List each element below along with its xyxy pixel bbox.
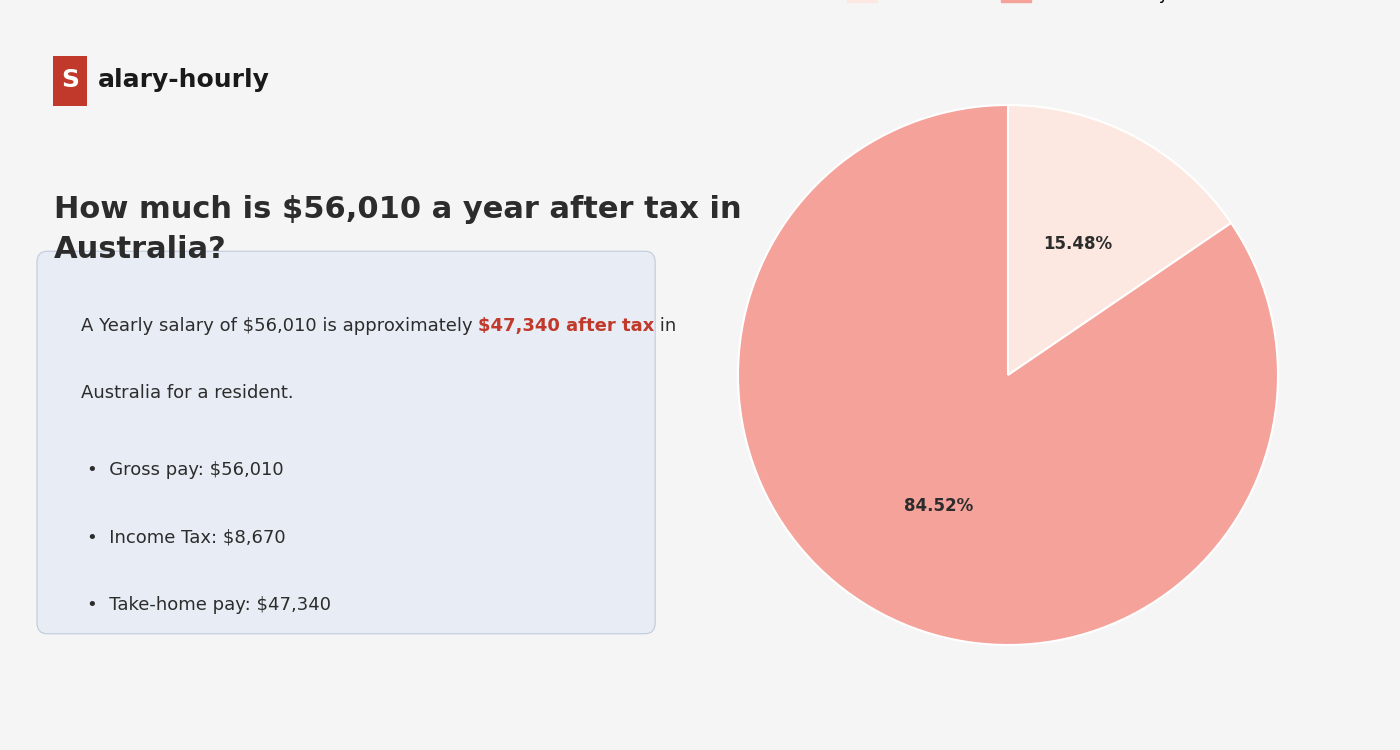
Text: •  Gross pay: $56,010: • Gross pay: $56,010 <box>87 461 284 479</box>
Text: $47,340 after tax: $47,340 after tax <box>477 316 654 334</box>
Text: Australia for a resident.: Australia for a resident. <box>81 384 293 402</box>
Text: S: S <box>60 68 78 92</box>
Wedge shape <box>1008 105 1231 375</box>
Text: How much is $56,010 a year after tax in
Australia?: How much is $56,010 a year after tax in … <box>53 195 742 265</box>
Text: 84.52%: 84.52% <box>904 497 973 515</box>
Text: in: in <box>654 316 676 334</box>
Wedge shape <box>738 105 1278 645</box>
Legend: Income Tax, Take-home Pay: Income Tax, Take-home Pay <box>840 0 1176 10</box>
Text: alary-hourly: alary-hourly <box>98 68 269 92</box>
FancyBboxPatch shape <box>53 56 87 106</box>
Text: 15.48%: 15.48% <box>1043 235 1112 253</box>
Text: A Yearly salary of $56,010 is approximately: A Yearly salary of $56,010 is approximat… <box>81 316 477 334</box>
FancyBboxPatch shape <box>36 251 655 634</box>
Text: •  Take-home pay: $47,340: • Take-home pay: $47,340 <box>87 596 332 614</box>
Text: •  Income Tax: $8,670: • Income Tax: $8,670 <box>87 529 286 547</box>
